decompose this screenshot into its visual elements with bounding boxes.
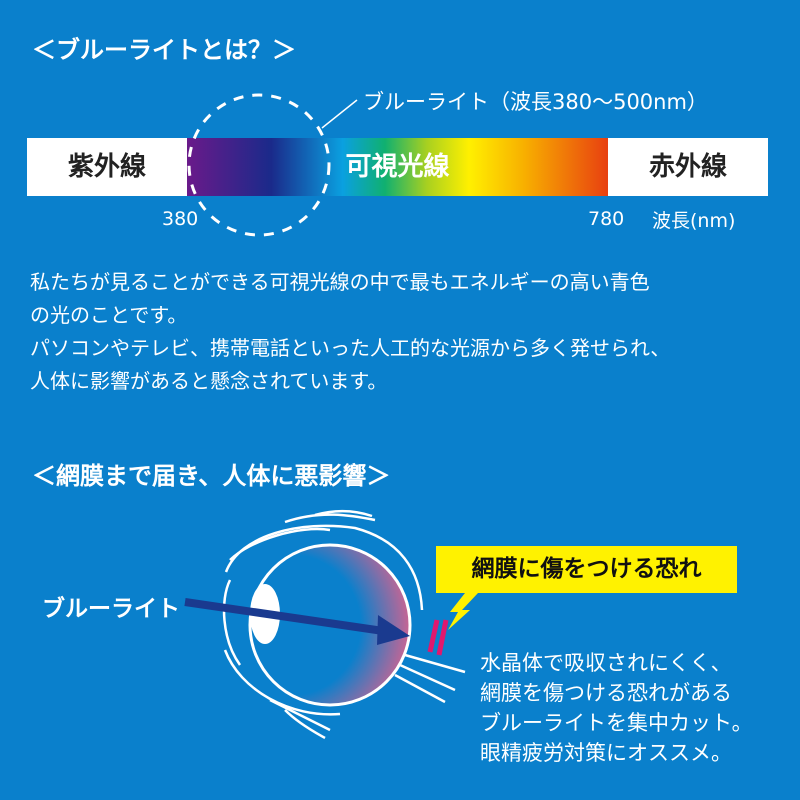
damage-mark bbox=[436, 619, 449, 656]
benefit-line: 眼精疲労対策にオススメ。 bbox=[480, 741, 732, 765]
bluelight-label: ブルーライト（波長380〜500nm） bbox=[363, 90, 708, 114]
tick-380: 380 bbox=[162, 208, 199, 230]
benefit-text: 水晶体で吸収されにくく、 網膜を傷つける恐れがある ブルーライトを集中カット。 … bbox=[480, 648, 753, 768]
paragraph-line: 人体に影響があると懸念されています。 bbox=[30, 369, 388, 393]
tick-780: 780 bbox=[588, 208, 625, 230]
spectrum-bar: 紫外線 可視光線 赤外線 bbox=[27, 138, 768, 196]
bluelight-arrow-head bbox=[377, 615, 410, 645]
visible-light-label: 可視光線 bbox=[345, 152, 450, 182]
lightning-icon bbox=[448, 593, 478, 630]
benefit-line: 水晶体で吸収されにくく、 bbox=[480, 651, 732, 675]
bluelight-range-marker bbox=[321, 99, 358, 129]
section-heading-bluelight: ＜ブルーライトとは？＞ bbox=[32, 36, 296, 64]
paragraph-line: パソコンやテレビ、携帯電話といった人工的な光源から多く発せられ、 bbox=[30, 336, 671, 360]
paragraph-line: の光のことです。 bbox=[30, 303, 188, 327]
damage-mark bbox=[427, 619, 440, 653]
warning-callout: 網膜に傷をつける恐れ bbox=[436, 546, 737, 593]
section-heading-retina: ＜網膜まで届き、人体に悪影響＞ bbox=[32, 462, 391, 490]
visible-spectrum-gradient: 可視光線 bbox=[187, 138, 608, 196]
infrared-label: 赤外線 bbox=[648, 152, 727, 182]
arrow-label: ブルーライト bbox=[42, 596, 180, 622]
description-paragraph: 私たちが見ることができる可視光線の中で最もエネルギーの高い青色 の光のことです。… bbox=[30, 266, 670, 398]
dashed-circle bbox=[187, 93, 331, 237]
benefit-line: 網膜を傷つける恐れがある bbox=[480, 681, 732, 705]
paragraph-line: 私たちが見ることができる可視光線の中で最もエネルギーの高い青色 bbox=[30, 270, 650, 294]
benefit-line: ブルーライトを集中カット。 bbox=[480, 711, 753, 735]
bluelight-arrow-shaft bbox=[184, 598, 391, 636]
axis-unit: 波長(nm) bbox=[652, 210, 736, 232]
leader-line bbox=[321, 99, 358, 129]
ultraviolet-label: 紫外線 bbox=[67, 152, 146, 182]
